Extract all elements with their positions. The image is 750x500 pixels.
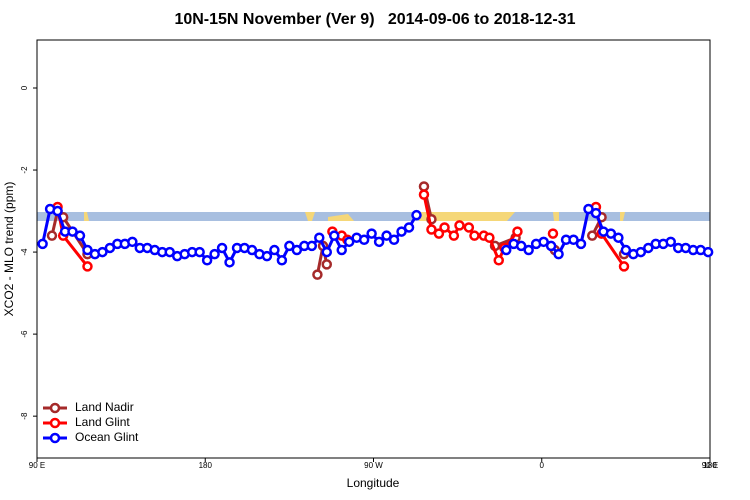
data-point (104, 242, 116, 254)
map-strip (37, 212, 710, 221)
data-point (97, 246, 108, 258)
x-tick-label: 0 (540, 461, 545, 470)
data-point (306, 240, 318, 252)
data-point (127, 236, 138, 248)
data-point (201, 255, 213, 266)
data-point (343, 236, 355, 248)
data-point (52, 205, 63, 217)
data-point (500, 244, 512, 256)
y-axis-label: XCO2 - MLO trend (ppm) (2, 182, 16, 317)
data-point (381, 230, 392, 241)
data-point (586, 230, 598, 241)
data-point (426, 224, 437, 235)
x-tick-label: 90 W (364, 461, 383, 470)
series-line (52, 186, 624, 274)
data-point (336, 244, 347, 256)
data-point (553, 248, 564, 260)
data-point (366, 228, 377, 239)
data-point (67, 226, 78, 237)
data-point (463, 222, 475, 233)
data-point (469, 230, 480, 241)
data-point (216, 242, 228, 254)
data-point (575, 238, 587, 250)
data-point (418, 181, 430, 192)
y-tick-label: -4 (20, 248, 29, 256)
data-point (418, 189, 430, 200)
data-point (583, 203, 594, 215)
legend-label: Land Glint (75, 415, 130, 429)
data-point (568, 234, 579, 246)
data-point (358, 234, 370, 246)
x-tick-label: 90 E (29, 461, 45, 470)
data-point (291, 244, 303, 256)
legend-marker (49, 402, 61, 414)
data-point (269, 244, 280, 256)
data-point (484, 232, 495, 243)
data-point (620, 244, 632, 256)
data-point (493, 255, 505, 266)
data-point (312, 269, 323, 280)
x-tick-label: 180 (199, 461, 213, 470)
x-tick-label: 180 (703, 461, 717, 470)
data-point (403, 222, 415, 233)
data-point (37, 238, 48, 250)
data-point (46, 230, 58, 241)
data-point (82, 244, 93, 256)
data-point (454, 220, 465, 231)
legend-label: Land Nadir (75, 400, 134, 414)
y-tick-label: -2 (20, 166, 29, 174)
data-point (261, 250, 273, 262)
data-point (523, 244, 534, 256)
chart-title: 10N-15N November (Ver 9) 2014-09-06 to 2… (174, 11, 575, 28)
data-point (665, 236, 676, 248)
data-point (373, 236, 385, 248)
data-point (448, 230, 460, 241)
data-point (328, 230, 340, 241)
data-point (618, 261, 630, 272)
y-tick-label: -6 (20, 330, 29, 338)
data-point (702, 246, 714, 258)
data-point (411, 209, 422, 221)
data-point (74, 230, 86, 241)
data-point (388, 234, 400, 246)
data-point (538, 236, 549, 248)
data-point (512, 226, 523, 237)
data-point (246, 244, 258, 256)
data-point (314, 232, 325, 243)
legend-label: Ocean Glint (75, 430, 139, 444)
data-point (605, 228, 617, 239)
data-point (276, 255, 288, 266)
data-point (545, 240, 557, 252)
data-point (396, 226, 407, 237)
data-point (164, 246, 175, 258)
data-point (321, 246, 333, 258)
x-axis-label: Longitude (347, 476, 400, 490)
y-tick-label: 0 (20, 85, 29, 90)
data-point (433, 228, 445, 239)
data-point (284, 240, 295, 252)
data-point (547, 228, 559, 239)
data-point (635, 246, 647, 258)
y-tick-label: -8 (20, 412, 29, 420)
data-point (321, 259, 333, 270)
data-point (439, 222, 450, 233)
data-point (209, 248, 220, 260)
x-tick-label: 90 E (702, 461, 718, 470)
data-point (194, 246, 205, 258)
legend-marker (49, 432, 61, 444)
data-point (613, 232, 624, 243)
legend-marker (49, 417, 61, 429)
data-point (82, 261, 93, 272)
data-point (515, 240, 527, 252)
data-point (590, 207, 602, 219)
data-point (224, 257, 235, 268)
data-point (643, 242, 654, 254)
